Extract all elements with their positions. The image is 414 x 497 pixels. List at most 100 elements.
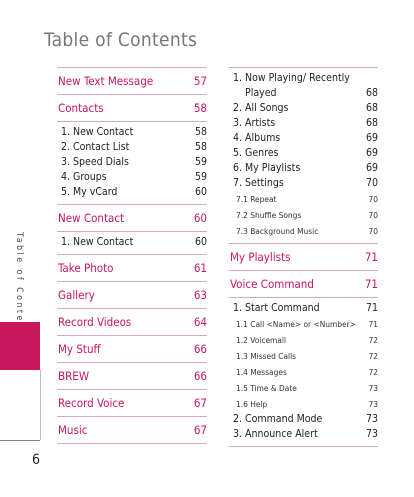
page-title: Table of Contents: [44, 29, 198, 51]
item-label: 4. Groups: [61, 171, 107, 183]
heading-label: Gallery: [58, 288, 95, 302]
item-page: 72: [368, 351, 379, 361]
item-page: 73: [365, 428, 378, 440]
heading-label: BREW: [58, 369, 90, 383]
item-page: 68: [365, 117, 378, 129]
item-label: 2. Command Mode: [233, 413, 323, 425]
item-list: 1. New Contact 60: [57, 232, 207, 255]
item-page: 69: [365, 132, 378, 144]
item-label: 1.1 Call <Name> or <Number>: [236, 319, 356, 329]
item-page: 71: [368, 319, 379, 329]
heading-page: 66: [193, 342, 207, 356]
toc-item: 5. Genres 69: [229, 146, 378, 161]
toc-item: 1. New Contact 58: [57, 125, 207, 140]
heading-label: Record Voice: [58, 396, 125, 410]
item-label: 5. My vCard: [61, 186, 118, 198]
section-heading: Gallery 63: [57, 282, 207, 309]
item-label: 1. New Contact: [61, 126, 134, 138]
toc-column: New Text Message 57 Contacts 58 1. New Conta…: [57, 67, 207, 444]
item-page: 72: [368, 335, 379, 345]
item-page: 59: [194, 171, 207, 183]
item-page: 58: [194, 126, 207, 138]
toc-item: 3. Speed Dials 59: [57, 155, 207, 170]
sidebar-tab: [0, 322, 40, 370]
item-label: 1.2 Voicemail: [236, 335, 287, 345]
item-label: 7.3 Background Music: [236, 226, 319, 236]
item-label: 1.3 Missed Calls: [236, 351, 297, 361]
toc-item: 1. Now Playing/ Recently Played 68: [229, 71, 378, 101]
item-label: 3. Artists: [233, 117, 276, 129]
heading-label: Voice Command: [230, 277, 314, 291]
item-page: 68: [365, 87, 378, 99]
item-label: 1. Now Playing/ Recently Played: [233, 72, 350, 99]
item-page: 69: [365, 162, 378, 174]
heading-label: New Contact: [58, 211, 125, 225]
item-page: 60: [194, 236, 207, 248]
toc-item: 3. Announce Alert 73: [229, 427, 378, 442]
heading-label: Contacts: [58, 101, 104, 115]
toc-item: 6. My Playlists 69: [229, 161, 378, 176]
section-heading: BREW 66: [57, 363, 207, 390]
item-page: 58: [194, 141, 207, 153]
item-label: 7. Settings: [233, 177, 284, 189]
item-label: 2. All Songs: [233, 102, 289, 114]
section-heading: Music 67: [57, 417, 207, 444]
toc-item: 1.4 Messages 72: [229, 364, 378, 380]
item-list: 1. Start Command 71 1.1 Call <Name> or <Nu…: [229, 298, 378, 447]
item-page: 59: [194, 156, 207, 168]
item-page: 72: [368, 367, 379, 377]
toc-item: 7. Settings 70: [229, 176, 378, 191]
item-label: 1.5 Time & Date: [236, 383, 297, 393]
heading-label: Music: [58, 423, 88, 437]
section-heading: My Playlists 71: [229, 244, 378, 271]
toc-item: 1.2 Voicemail 72: [229, 332, 378, 348]
item-label: 5. Genres: [233, 147, 279, 159]
toc-item: 1. New Contact 60: [57, 235, 207, 250]
toc-item: 7.2 Shuffle Songs 70: [229, 207, 378, 223]
item-label: 7.1 Repeat: [236, 194, 277, 204]
divider: [40, 370, 41, 440]
item-page: 71: [365, 302, 378, 314]
heading-page: 60: [193, 211, 207, 225]
item-label: 2. Contact List: [61, 141, 130, 153]
heading-label: My Stuff: [58, 342, 101, 356]
item-label: 3. Speed Dials: [61, 156, 129, 168]
item-page: 69: [365, 147, 378, 159]
section-heading: Contacts 58: [57, 95, 207, 122]
item-page: 70: [368, 194, 379, 204]
item-label: 3. Announce Alert: [233, 428, 318, 440]
toc-item: 2. Command Mode 73: [229, 412, 378, 427]
item-page: 70: [368, 226, 379, 236]
toc-item: 1.5 Time & Date 73: [229, 380, 378, 396]
section-heading: Record Videos 64: [57, 309, 207, 336]
item-page: 73: [368, 383, 379, 393]
toc-item: 5. My vCard 60: [57, 185, 207, 200]
toc-item: 1.3 Missed Calls 72: [229, 348, 378, 364]
toc-item: 1.1 Call <Name> or <Number> 71: [229, 316, 378, 332]
item-list: 1. New Contact 58 2. Contact List 58 3. Spee…: [57, 122, 207, 205]
divider: [0, 440, 40, 441]
toc-column: 1. Now Playing/ Recently Played 68 2. All …: [229, 67, 378, 447]
heading-page: 71: [364, 250, 378, 264]
heading-page: 67: [193, 396, 207, 410]
heading-label: New Text Message: [58, 74, 154, 88]
section-heading: My Stuff 66: [57, 336, 207, 363]
item-list: 1. Now Playing/ Recently Played 68 2. All …: [229, 68, 378, 244]
toc-item: 7.3 Background Music 70: [229, 223, 378, 239]
heading-label: Record Videos: [58, 315, 132, 329]
toc-item: 2. Contact List 58: [57, 140, 207, 155]
heading-page: 63: [193, 288, 207, 302]
toc-item: 4. Groups 59: [57, 170, 207, 185]
section-heading: New Contact 60: [57, 205, 207, 232]
item-page: 73: [365, 413, 378, 425]
heading-page: 66: [193, 369, 207, 383]
section-heading: New Text Message 57: [57, 68, 207, 95]
item-label: 4. Albums: [233, 132, 281, 144]
heading-page: 57: [193, 74, 207, 88]
item-page: 70: [365, 177, 378, 189]
sidebar-label: Table of Contents: [14, 232, 24, 343]
item-label: 7.2 Shuffle Songs: [236, 210, 302, 220]
heading-page: 71: [364, 277, 378, 291]
toc-item: 7.1 Repeat 70: [229, 191, 378, 207]
